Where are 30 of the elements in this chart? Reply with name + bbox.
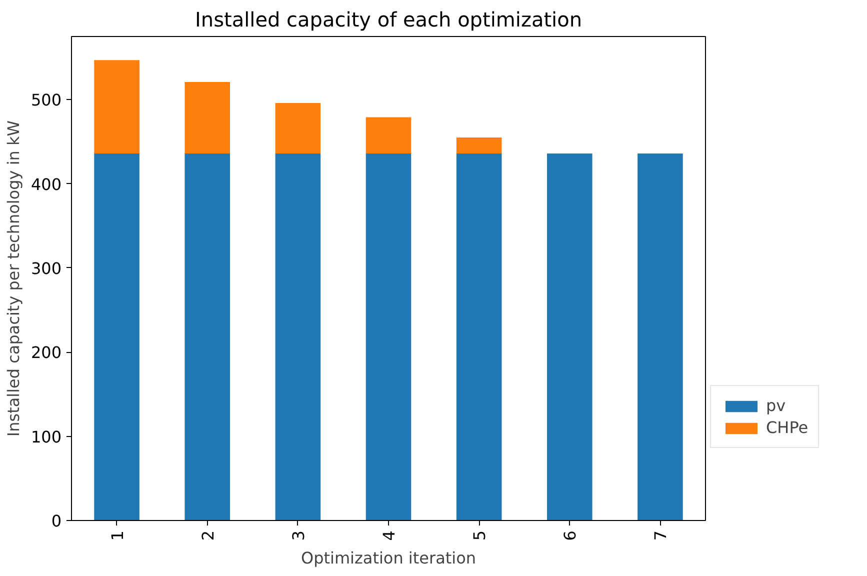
bar xyxy=(638,154,683,520)
x-tick-label: 1 xyxy=(108,530,127,541)
bar xyxy=(184,82,230,154)
y-tick-label: 300 xyxy=(30,258,62,278)
bar xyxy=(456,138,502,154)
y-axis-title: Installed capacity per technology in kW xyxy=(4,120,23,437)
bar xyxy=(366,154,412,520)
bar xyxy=(547,154,592,520)
bar xyxy=(366,117,412,154)
y-tick-label: 0 xyxy=(51,512,62,530)
y-tick-label: 200 xyxy=(30,343,62,362)
x-tick-label: 5 xyxy=(470,530,490,541)
bar xyxy=(275,102,321,154)
chart-title: Installed capacity of each optimization xyxy=(194,8,582,32)
bar xyxy=(275,154,321,520)
bar xyxy=(184,154,230,520)
bar xyxy=(456,154,502,520)
legend-label: pv xyxy=(766,396,786,415)
bar xyxy=(94,154,140,520)
x-tick-label: 6 xyxy=(560,530,580,541)
bar xyxy=(94,60,140,154)
x-axis-title: Optimization iteration xyxy=(300,548,476,568)
y-tick-label: 400 xyxy=(30,174,62,194)
y-tick-label: 500 xyxy=(30,90,62,110)
legend-label: CHPe xyxy=(766,418,808,437)
y-tick-label: 100 xyxy=(30,427,62,446)
x-tick-label: 4 xyxy=(380,530,398,541)
x-tick-label: 7 xyxy=(651,530,670,541)
x-tick-label: 3 xyxy=(288,530,308,541)
x-tick-label: 2 xyxy=(198,530,218,541)
